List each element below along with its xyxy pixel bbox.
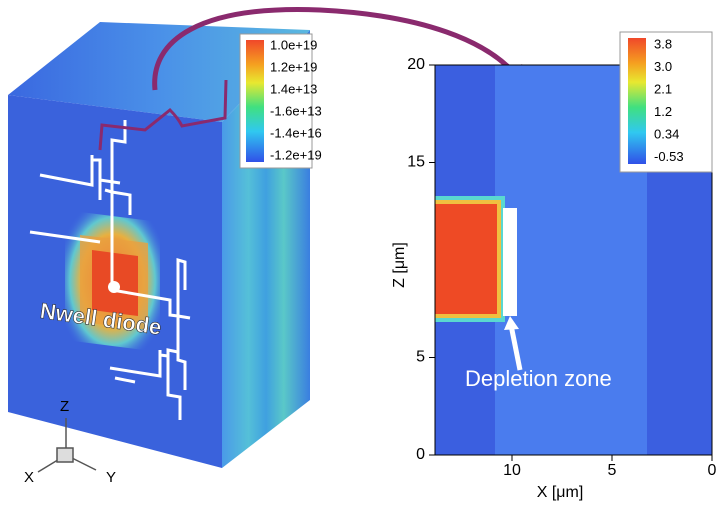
colorbar-label: 3.0 bbox=[654, 59, 672, 74]
colorbar-label: 0.34 bbox=[654, 126, 679, 141]
colorbar-label: 1.4e+13 bbox=[270, 81, 317, 96]
z-tick-label: 5 bbox=[416, 349, 425, 366]
axis-label: Z [μm] bbox=[391, 242, 408, 288]
axis-label: X [μm] bbox=[537, 484, 584, 501]
colorbar-label: 1.2 bbox=[654, 104, 672, 119]
colorbar-label: -0.53 bbox=[654, 149, 684, 164]
colorbar bbox=[628, 38, 646, 164]
z-tick-label: 20 bbox=[407, 56, 425, 73]
colorbar-label: -1.2e+19 bbox=[270, 147, 322, 162]
triad-label: Z bbox=[60, 398, 69, 415]
figure: Nwell diode Z X Y Depletion zone Z [μm] … bbox=[0, 0, 722, 504]
x-tick-label: 10 bbox=[503, 462, 521, 479]
colorbar-label: 1.0e+19 bbox=[270, 37, 317, 52]
colorbar-label: 2.1 bbox=[654, 81, 672, 96]
colorbar-label: -1.6e+13 bbox=[270, 103, 322, 118]
colorbar-label: -1.4e+16 bbox=[270, 125, 322, 140]
colorbar-label: 1.2e+19 bbox=[270, 59, 317, 74]
triad-label: X bbox=[24, 469, 34, 486]
colorbar bbox=[246, 40, 264, 162]
x-tick-label: 5 bbox=[608, 462, 617, 479]
colorbar-label: 3.8 bbox=[654, 36, 672, 51]
x-tick-label: 0 bbox=[708, 462, 717, 479]
triad-label: Y bbox=[106, 469, 116, 486]
annotation: Depletion zone bbox=[465, 366, 612, 391]
z-tick-label: 15 bbox=[407, 154, 425, 171]
z-tick-label: 0 bbox=[416, 446, 425, 463]
